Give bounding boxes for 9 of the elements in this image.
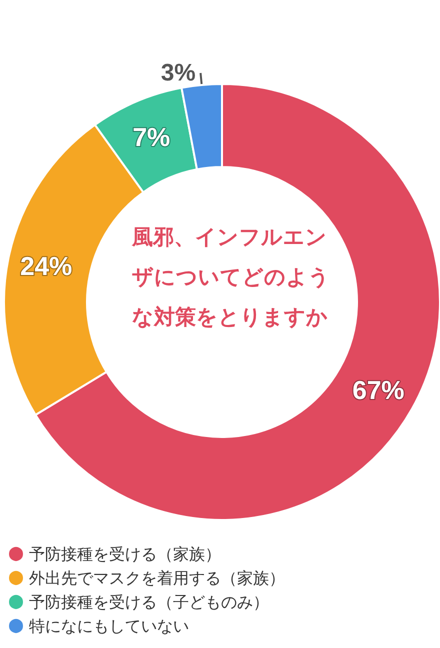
legend-label: 予防接種を受ける（家族） <box>29 544 221 564</box>
legend-label: 外出先でマスクを着用する（家族） <box>29 568 285 588</box>
data-label: 7% <box>132 122 170 152</box>
data-label: 67% <box>352 375 404 406</box>
legend-label: 予防接種を受ける（子どものみ） <box>29 592 269 612</box>
legend-label: 特になにもしていない <box>29 616 189 636</box>
text: 風邪、インフルエンザについてどのような対策をとりますか <box>131 225 330 329</box>
data-label: 24% <box>20 250 72 281</box>
data-label: 3% <box>160 60 196 86</box>
